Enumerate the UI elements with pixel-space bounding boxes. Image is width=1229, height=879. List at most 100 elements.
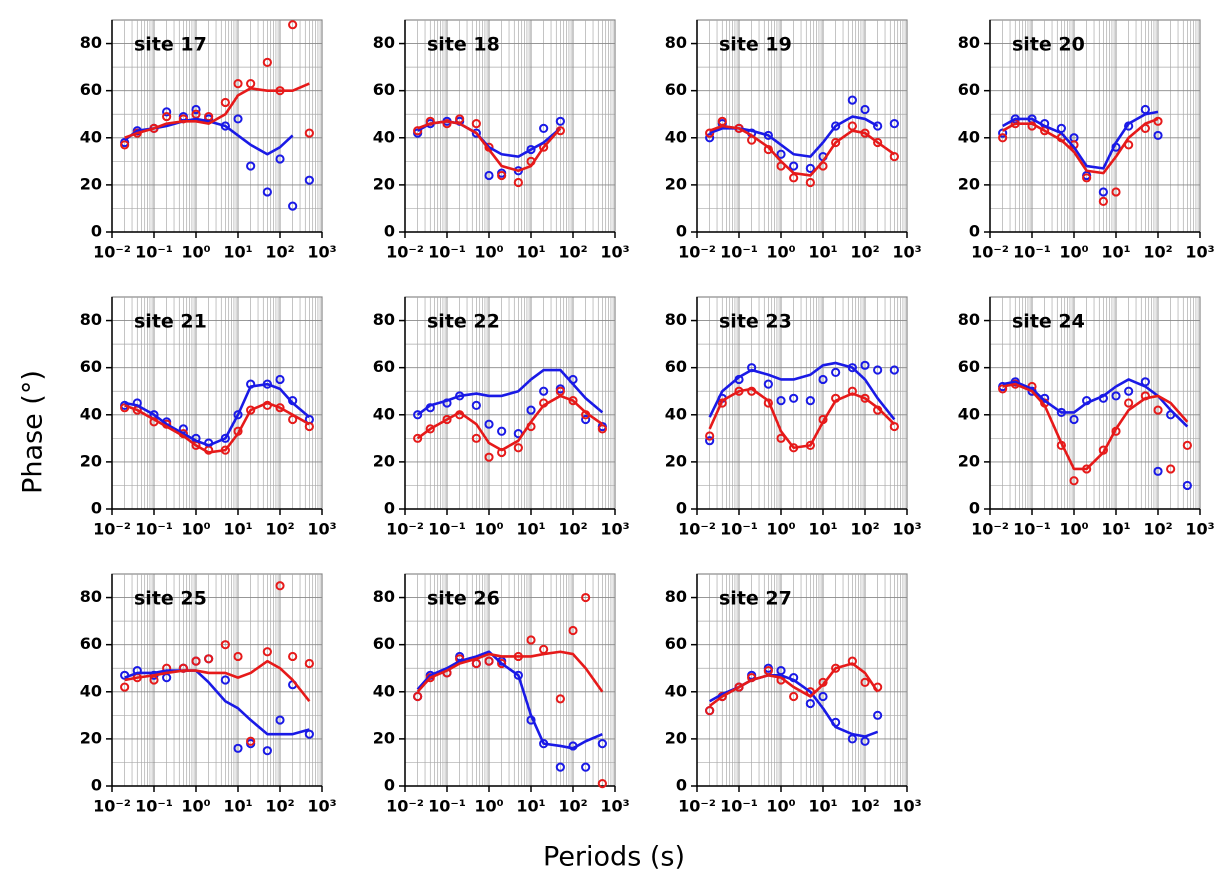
data-point <box>220 675 230 685</box>
data-point <box>471 128 481 138</box>
x-tick-label: 10⁰ <box>1059 243 1088 262</box>
data-point <box>246 161 256 171</box>
data-point <box>262 746 272 756</box>
y-tick-label: 20 <box>80 728 102 747</box>
data-point <box>1098 187 1108 197</box>
y-tick-label: 0 <box>676 776 687 795</box>
data-point <box>555 762 565 772</box>
x-tick-label: 10⁻¹ <box>1013 520 1051 539</box>
x-tick-label: 10³ <box>892 243 921 262</box>
x-tick-label: 10⁻² <box>386 243 424 262</box>
data-point <box>413 691 423 702</box>
x-tick-label: 10¹ <box>1101 243 1130 262</box>
x-tick-label: 10⁻² <box>386 797 424 816</box>
panel-title: site 23 <box>719 311 792 333</box>
data-point <box>413 433 423 443</box>
data-point <box>304 658 314 669</box>
panel: 0 20 40 60 80 10⁻² 10⁻¹ 10⁰ 10¹ 10² 10³ site 23 <box>665 296 922 539</box>
data-point <box>484 170 494 181</box>
y-tick-label: 60 <box>958 80 980 99</box>
data-point <box>513 443 523 453</box>
y-tick-label: 0 <box>676 499 687 518</box>
data-point <box>789 691 799 702</box>
data-point <box>220 97 230 108</box>
data-point <box>1153 405 1163 415</box>
y-tick-label: 80 <box>958 33 980 52</box>
y-tick-label: 20 <box>373 728 395 747</box>
data-point <box>597 424 607 434</box>
model-line <box>416 368 604 416</box>
data-point <box>581 762 591 772</box>
model-line <box>416 650 603 750</box>
panel-title: site 21 <box>134 311 207 333</box>
y-tick-label: 60 <box>665 357 687 376</box>
data-point <box>860 104 870 115</box>
y-tick-label: 40 <box>665 681 687 700</box>
x-tick-label: 10¹ <box>808 243 837 262</box>
x-tick-label: 10² <box>265 243 294 262</box>
data-point <box>705 436 715 446</box>
y-tick-label: 40 <box>958 127 980 146</box>
panel-title: site 24 <box>1012 311 1085 333</box>
data-point <box>204 654 214 664</box>
data-point <box>831 137 841 148</box>
model-line <box>1002 110 1159 170</box>
y-tick-label: 0 <box>384 222 395 241</box>
model-line <box>124 82 310 139</box>
data-point <box>568 625 578 636</box>
model-line <box>417 119 562 173</box>
data-point <box>818 691 828 702</box>
data-point <box>1082 173 1092 183</box>
data-point <box>860 360 870 370</box>
y-tick-label: 40 <box>373 681 395 700</box>
x-tick-label: 10⁻² <box>93 797 131 816</box>
data-point <box>1182 480 1192 491</box>
data-point <box>442 414 452 425</box>
x-tick-label: 10² <box>850 520 879 539</box>
panel: 0 20 40 60 80 10⁻² 10⁻¹ 10⁰ 10¹ 10² 10³ site 22 <box>373 296 630 539</box>
x-tick-label: 10¹ <box>223 520 252 539</box>
x-tick-label: 10⁰ <box>1059 520 1088 539</box>
x-tick-label: 10⁻² <box>678 797 716 816</box>
data-point <box>497 426 507 436</box>
panel-title: site 18 <box>427 34 500 56</box>
data-point <box>860 677 870 687</box>
data-point <box>734 682 744 692</box>
data-point <box>484 452 494 462</box>
data-point <box>889 119 899 129</box>
x-tick-label: 10¹ <box>223 797 252 816</box>
y-tick-label: 60 <box>665 634 687 653</box>
data-point <box>1069 476 1079 486</box>
x-tick-label: 10⁻¹ <box>135 243 173 262</box>
y-tick-label: 80 <box>958 310 980 329</box>
data-point <box>471 400 481 410</box>
data-point <box>776 433 786 443</box>
y-tick-label: 20 <box>665 174 687 193</box>
data-point <box>1153 130 1163 141</box>
data-point <box>1124 398 1134 408</box>
x-tick-label: 10² <box>1143 243 1172 262</box>
data-point <box>233 410 243 420</box>
y-tick-label: 40 <box>373 404 395 423</box>
y-tick-label: 40 <box>80 404 102 423</box>
x-tick-label: 10¹ <box>1101 520 1130 539</box>
x-tick-label: 10⁻² <box>678 243 716 262</box>
data-point <box>513 177 523 188</box>
y-tick-label: 0 <box>91 222 102 241</box>
data-point <box>581 592 591 603</box>
x-tick-label: 10⁻² <box>386 520 424 539</box>
data-point <box>262 187 272 197</box>
data-point <box>120 140 130 150</box>
x-tick-label: 10³ <box>892 520 921 539</box>
x-tick-label: 10³ <box>1185 520 1214 539</box>
y-tick-label: 0 <box>676 222 687 241</box>
y-tick-label: 40 <box>373 127 395 146</box>
y-tick-label: 60 <box>373 357 395 376</box>
x-tick-label: 10³ <box>600 797 629 816</box>
data-point <box>1153 466 1163 476</box>
y-tick-label: 40 <box>665 127 687 146</box>
x-tick-label: 10² <box>558 243 587 262</box>
y-axis-label: Phase (°) <box>18 370 49 494</box>
data-point <box>162 111 172 122</box>
x-tick-label: 10⁰ <box>766 243 795 262</box>
